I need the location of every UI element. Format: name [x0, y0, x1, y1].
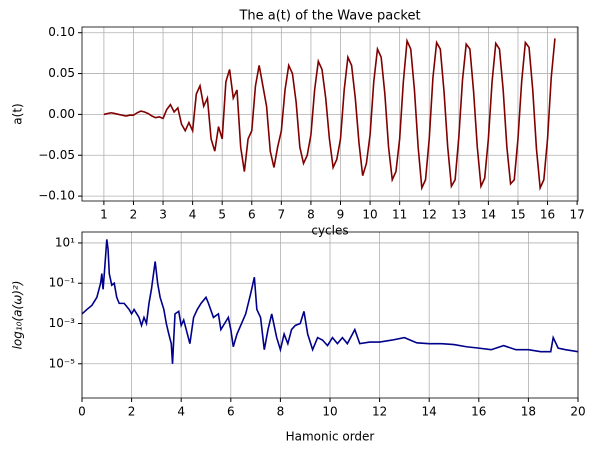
x-tick-label: 14 — [422, 405, 437, 419]
x-tick-label: 1 — [100, 208, 108, 222]
data-line — [82, 239, 578, 364]
x-tick-label: 2 — [130, 208, 138, 222]
x-axis-label: Hamonic order — [286, 430, 375, 444]
x-tick-label: 15 — [510, 208, 525, 222]
x-tick-label: 16 — [540, 208, 555, 222]
y-tick-label: 10¹ — [55, 235, 75, 249]
x-tick-label: 0 — [78, 405, 86, 419]
x-tick-label: 8 — [307, 208, 315, 222]
x-tick-label: 12 — [372, 405, 387, 419]
y-tick-label: 10⁻¹ — [49, 276, 76, 290]
subplot: 1 2 3 4 5 6 7 8 9 10 11 12 13 14 15 16 17−0.10−0.050.000… — [11, 9, 585, 222]
x-tick-label: 20 — [570, 405, 585, 419]
y-tick-label: −0.10 — [38, 189, 75, 203]
y-tick-label: 0.10 — [48, 25, 75, 39]
x-tick-label: 6 — [227, 405, 235, 419]
x-tick-label: 10 — [322, 405, 337, 419]
y-tick-label: 10⁻³ — [49, 316, 76, 330]
x-tick-label: 7 — [278, 208, 286, 222]
x-tick-label: 4 — [177, 405, 185, 419]
x-tick-label: 6 — [248, 208, 256, 222]
y-tick-label: 10⁻⁵ — [49, 356, 76, 370]
axes-frame — [81, 231, 579, 399]
x-tick-label: 2 — [128, 405, 136, 419]
x-tick-label: 5 — [218, 208, 226, 222]
plot-area — [82, 27, 578, 201]
y-tick-label: −0.05 — [38, 148, 75, 162]
x-tick-label: 12 — [422, 208, 437, 222]
y-tick-label: 0.00 — [48, 107, 75, 121]
y-axis-label: a(t) — [11, 103, 25, 124]
x-tick-label: 8 — [277, 405, 285, 419]
subplot: 0 2 4 6 8 10 12 14 16 18 20 10⁻⁵ 10⁻³ 10⁻¹ 10¹ Hamonic … — [11, 231, 586, 444]
y-tick-label: 0.05 — [48, 66, 75, 80]
x-tick-label: 10 — [362, 208, 377, 222]
data-line — [103, 37, 556, 192]
axes-frame — [81, 26, 579, 202]
x-tick-label: 14 — [481, 208, 496, 222]
x-tick-label: 18 — [521, 405, 536, 419]
x-tick-label: 3 — [159, 208, 167, 222]
y-axis-label: log₁₀(a(ω)²) — [11, 281, 25, 350]
x-tick-label: 17 — [569, 208, 584, 222]
chart-title: The a(t) of the Wave packet — [238, 9, 420, 24]
x-axis-label: cycles — [311, 224, 348, 238]
x-tick-label: 11 — [392, 208, 407, 222]
x-tick-label: 16 — [471, 405, 486, 419]
x-tick-label: 9 — [337, 208, 345, 222]
x-tick-label: 4 — [189, 208, 197, 222]
x-tick-label: 13 — [451, 208, 466, 222]
